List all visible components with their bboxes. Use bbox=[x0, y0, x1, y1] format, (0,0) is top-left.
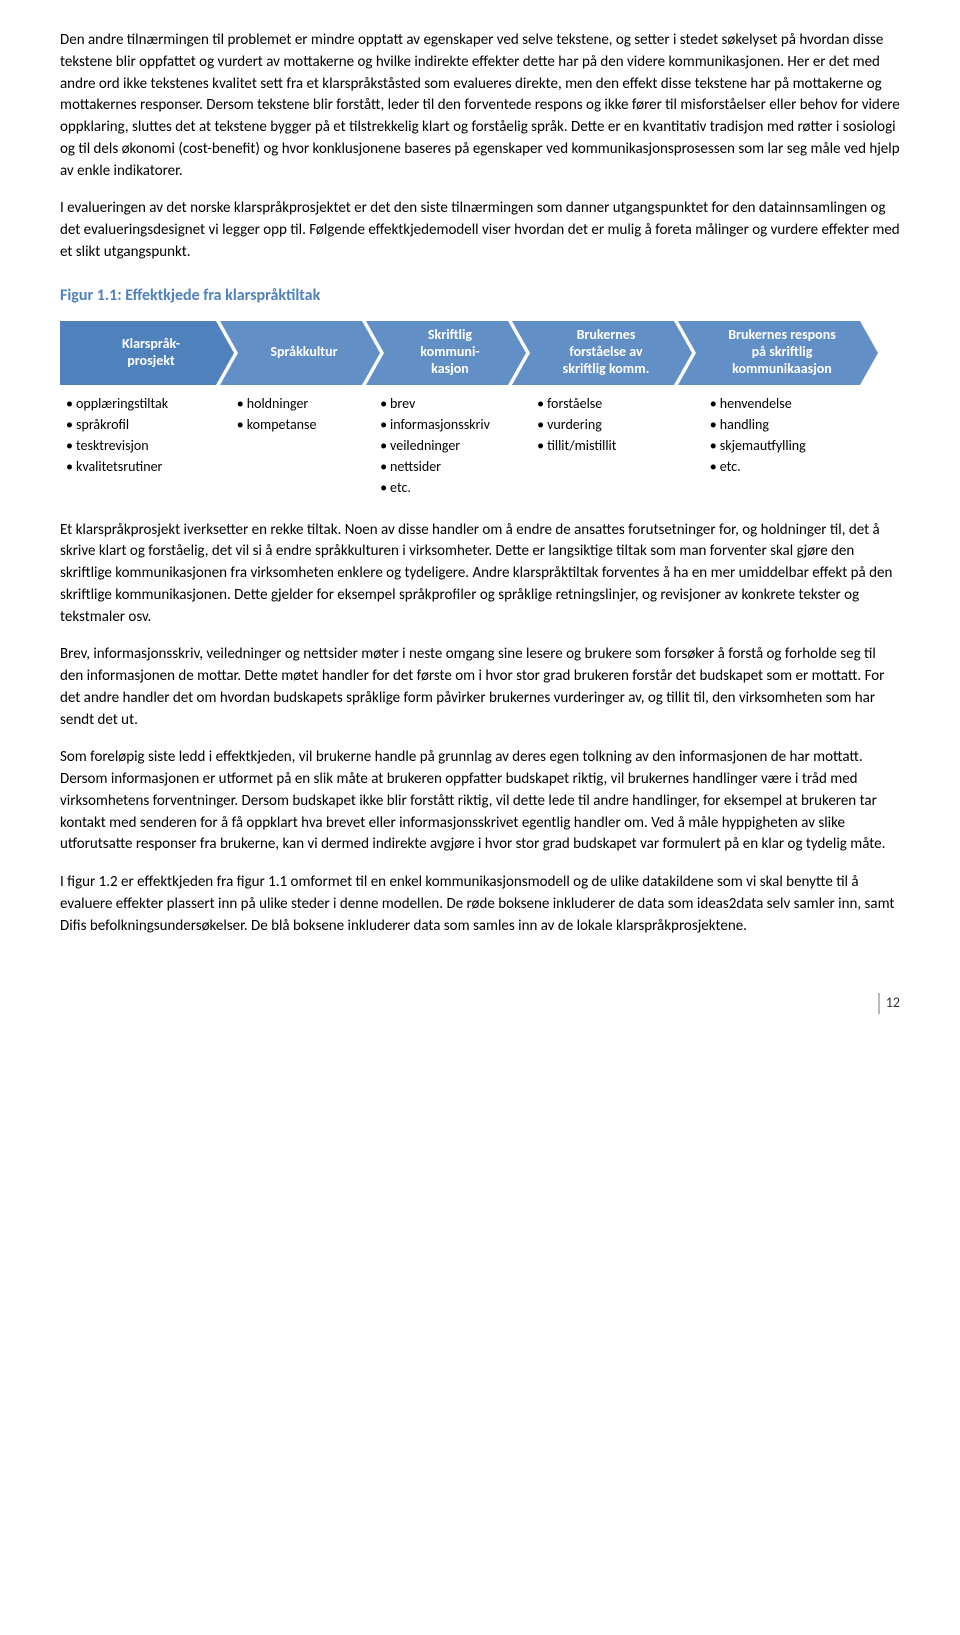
chevron-row: Klarspråk- prosjekt Språkkultur Skriftlig … bbox=[60, 321, 900, 385]
bullets-row: opplæringstiltakspråkrofiltesktrevisjonk… bbox=[60, 393, 900, 498]
paragraph-5: Som foreløpig siste ledd i effektkjeden,… bbox=[60, 747, 900, 856]
chevron-label-4: Brukernes respons på skriftlig kommunika… bbox=[728, 327, 836, 377]
chevron-4: Brukernes respons på skriftlig kommunika… bbox=[678, 321, 878, 385]
bullets-col-0: opplæringstiltakspråkrofiltesktrevisjonk… bbox=[60, 393, 231, 498]
bullet-item: kompetanse bbox=[237, 414, 366, 435]
paragraph-6: I figur 1.2 er effektkjeden fra figur 1.… bbox=[60, 872, 900, 937]
bullet-item: tillit/mistillit bbox=[537, 435, 696, 456]
bullet-item: kvalitetsrutiner bbox=[66, 456, 223, 477]
bullet-item: etc. bbox=[710, 456, 892, 477]
bullets-col-1: holdningerkompetanse bbox=[231, 393, 374, 498]
bullet-item: etc. bbox=[380, 477, 523, 498]
bullets-col-3: forståelsevurderingtillit/mistillit bbox=[531, 393, 704, 498]
page-number: 12 bbox=[878, 993, 900, 1013]
paragraph-3: Et klarspråkprosjekt iverksetter en rekk… bbox=[60, 520, 900, 629]
bullets-col-4: henvendelsehandlingskjemautfyllingetc. bbox=[704, 393, 900, 498]
chevron-label-2: Skriftlig kommuni- kasjon bbox=[420, 327, 479, 377]
chevron-label-3: Brukernes forståelse av skriftlig komm. bbox=[563, 327, 650, 377]
chevron-0: Klarspråk- prosjekt bbox=[60, 321, 234, 385]
paragraph-1: Den andre tilnærmingen til problemet er … bbox=[60, 30, 900, 182]
bullet-item: handling bbox=[710, 414, 892, 435]
chevron-label-1: Språkkultur bbox=[270, 344, 337, 361]
chevron-2: Skriftlig kommuni- kasjon bbox=[366, 321, 526, 385]
chevron-3: Brukernes forståelse av skriftlig komm. bbox=[512, 321, 692, 385]
bullet-item: henvendelse bbox=[710, 393, 892, 414]
chevron-label-0: Klarspråk- prosjekt bbox=[122, 336, 180, 370]
bullet-item: opplæringstiltak bbox=[66, 393, 223, 414]
bullet-item: holdninger bbox=[237, 393, 366, 414]
bullet-item: brev bbox=[380, 393, 523, 414]
bullet-item: tesktrevisjon bbox=[66, 435, 223, 456]
bullet-item: vurdering bbox=[537, 414, 696, 435]
chevron-1: Språkkultur bbox=[220, 321, 380, 385]
bullet-item: skjemautfylling bbox=[710, 435, 892, 456]
bullets-col-2: brevinformasjonsskrivveiledningernettsid… bbox=[374, 393, 531, 498]
bullet-item: veiledninger bbox=[380, 435, 523, 456]
bullet-item: språkrofil bbox=[66, 414, 223, 435]
figure-title: Figur 1.1: Effektkjede fra klarspråktilt… bbox=[60, 284, 900, 307]
paragraph-2: I evalueringen av det norske klarspråkpr… bbox=[60, 198, 900, 263]
paragraph-4: Brev, informasjonsskriv, veiledninger og… bbox=[60, 644, 900, 731]
bullet-item: nettsider bbox=[380, 456, 523, 477]
bullet-item: forståelse bbox=[537, 393, 696, 414]
bullet-item: informasjonsskriv bbox=[380, 414, 523, 435]
